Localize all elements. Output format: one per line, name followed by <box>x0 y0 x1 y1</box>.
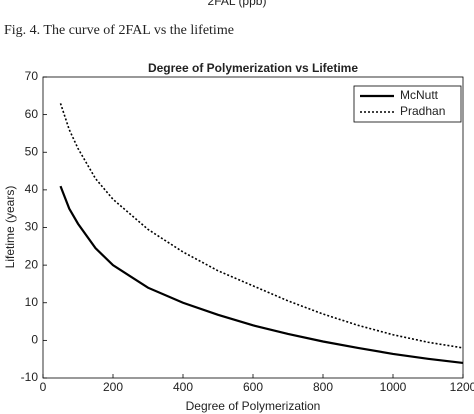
y-tick-label: 40 <box>25 182 39 196</box>
x-tick-label: 0 <box>40 380 47 394</box>
x-tick-label: 600 <box>243 380 263 394</box>
y-tick-label: 30 <box>25 220 39 234</box>
legend-label: McNutt <box>400 88 439 102</box>
y-tick-label: 20 <box>25 257 39 271</box>
x-tick-label: 1200 <box>450 380 474 394</box>
y-tick-label: -10 <box>21 370 39 384</box>
x-tick-label: 200 <box>103 380 123 394</box>
legend-box <box>353 85 462 123</box>
y-axis-label: Lifetime (years) <box>3 186 17 269</box>
x-tick-label: 400 <box>173 380 193 394</box>
chart-title: Degree of Polymerization vs Lifetime <box>148 61 358 75</box>
y-tick-label: 0 <box>31 333 38 347</box>
fragment-label: 2FAL (ppb) <box>208 0 267 8</box>
x-axis-label: Degree of Polymerization <box>186 399 321 413</box>
x-tick-label: 1000 <box>380 380 407 394</box>
line-series <box>59 185 464 365</box>
y-tick-label: 10 <box>25 295 39 309</box>
y-tick-label: 50 <box>25 144 39 158</box>
x-tick-label: 800 <box>313 380 333 394</box>
y-tick-label: 70 <box>25 69 39 83</box>
line-series <box>59 103 464 349</box>
y-tick-label: 60 <box>25 107 39 121</box>
caption: Fig. 4. The curve of 2FAL vs the lifetim… <box>4 23 234 38</box>
legend-label: Pradhan <box>400 104 445 118</box>
